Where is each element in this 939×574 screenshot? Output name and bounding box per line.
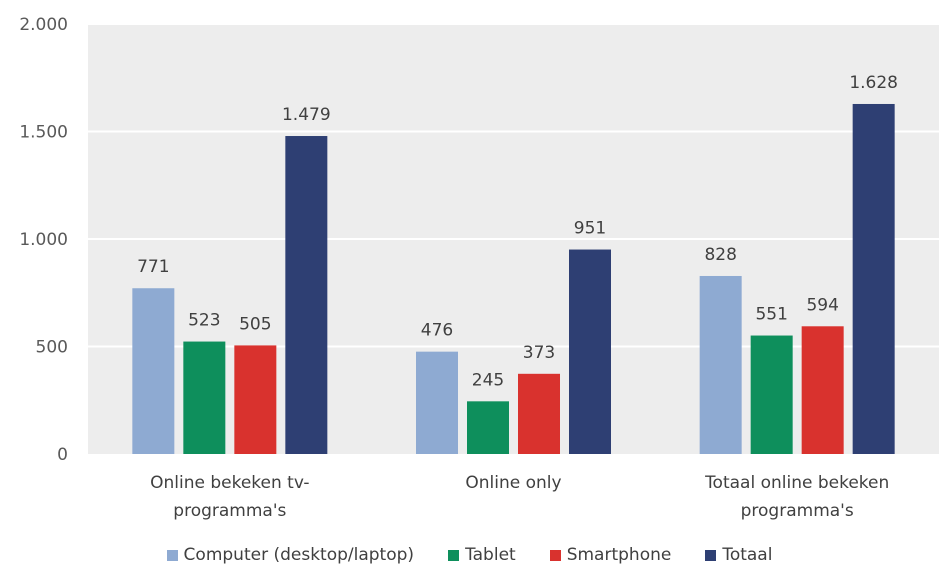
legend-label: Computer (desktop/laptop) xyxy=(183,545,415,565)
data-label: 1.628 xyxy=(849,73,898,93)
x-axis: Online bekeken tv-programma's Online only… xyxy=(150,473,889,521)
x-category-label: Online only xyxy=(465,473,561,493)
data-label: 1.479 xyxy=(282,105,331,125)
data-label: 594 xyxy=(806,295,838,315)
legend-item: Tablet xyxy=(448,545,516,565)
y-tick-label: 0 xyxy=(57,445,68,465)
legend-item: Smartphone xyxy=(549,545,672,565)
bar xyxy=(234,345,277,454)
y-axis: 0 500 1.000 1.500 2.000 xyxy=(19,15,68,465)
data-label: 771 xyxy=(137,257,169,277)
data-label: 951 xyxy=(574,219,606,239)
bar xyxy=(285,136,328,454)
legend-swatch xyxy=(549,549,561,561)
legend: Computer (desktop/laptop) Tablet Smartphon… xyxy=(0,545,939,565)
bars xyxy=(132,103,895,454)
bar xyxy=(699,275,742,454)
bar xyxy=(852,103,895,454)
data-label: 245 xyxy=(472,370,504,390)
legend-item: Computer (desktop/laptop) xyxy=(166,545,415,565)
bar xyxy=(569,249,611,454)
legend-swatch xyxy=(448,549,460,561)
legend-swatch xyxy=(166,549,178,561)
data-label: 373 xyxy=(523,343,555,363)
data-labels: 771 523 505 1.479 476 245 373 951 828 551 594 1.628 xyxy=(137,73,898,390)
y-tick-label: 1.500 xyxy=(19,123,68,143)
y-tick-label: 2.000 xyxy=(19,15,68,35)
data-label: 551 xyxy=(755,305,787,325)
bar xyxy=(183,341,226,454)
legend-label: Totaal xyxy=(722,545,773,565)
bar xyxy=(801,326,844,454)
bar xyxy=(132,288,175,454)
bar xyxy=(416,351,458,454)
legend-item: Totaal xyxy=(705,545,772,565)
gridlines xyxy=(88,23,939,348)
legend-swatch xyxy=(705,549,717,561)
data-label: 828 xyxy=(704,245,736,265)
x-category-label: Online bekeken tv- xyxy=(150,473,309,493)
bar xyxy=(467,401,509,454)
bar xyxy=(750,335,793,454)
x-category-label: programma's xyxy=(741,501,854,521)
bar xyxy=(518,373,560,454)
legend-label: Tablet xyxy=(465,545,516,565)
y-tick-label: 500 xyxy=(36,338,68,358)
data-label: 476 xyxy=(421,321,453,341)
data-label: 523 xyxy=(188,311,220,331)
x-category-label: Totaal online bekeken xyxy=(704,473,889,493)
legend-label: Smartphone xyxy=(566,545,672,565)
x-category-label: programma's xyxy=(173,501,286,521)
data-label: 505 xyxy=(239,314,271,334)
y-tick-label: 1.000 xyxy=(19,230,68,250)
